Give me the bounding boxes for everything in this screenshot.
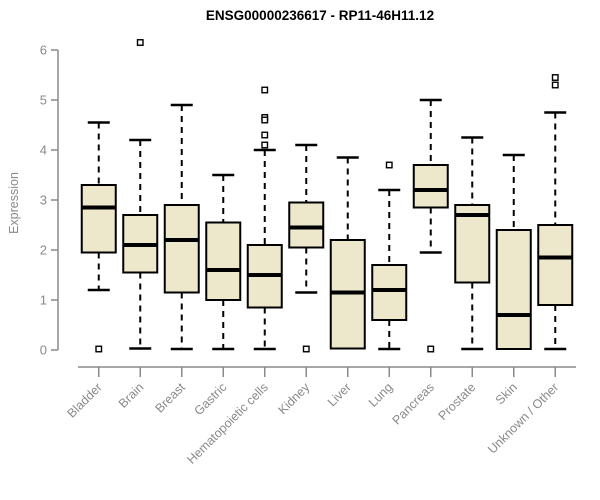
outlier-point <box>302 345 310 353</box>
x-axis-category-label: Prostate <box>436 380 479 423</box>
outlier-point <box>261 116 269 124</box>
x-axis-category-label: Bladder <box>64 380 104 420</box>
box <box>454 204 491 284</box>
y-axis-tick-label: 5 <box>40 93 47 108</box>
x-axis-category-label: Breast <box>152 380 188 416</box>
x-axis-category-label: Unknown / Other <box>485 380 561 456</box>
y-axis-tick-label: 0 <box>40 343 47 358</box>
x-axis-category-label: Pancreas <box>390 380 437 427</box>
x-axis-category-label: Brain <box>116 380 147 411</box>
box <box>371 264 408 321</box>
box <box>537 224 574 306</box>
y-axis-tick-label: 4 <box>40 143 47 158</box>
chart-title: ENSG00000236617 - RP11-46H11.12 <box>205 8 435 23</box>
x-axis-category-label: Lung <box>366 380 396 410</box>
box <box>205 221 242 301</box>
box <box>288 201 325 249</box>
outlier-point <box>427 345 435 353</box>
outlier-point <box>551 81 559 89</box>
y-axis-tick-label: 1 <box>40 293 47 308</box>
outlier-point <box>261 141 269 149</box>
y-axis-tick-label: 3 <box>40 193 47 208</box>
outlier-point <box>385 161 393 169</box>
outlier-point <box>136 39 144 46</box>
x-axis-category-label: Liver <box>325 380 354 409</box>
x-axis-category-label: Kidney <box>275 380 312 417</box>
box <box>163 204 200 294</box>
box <box>80 184 117 254</box>
box <box>495 229 532 350</box>
box <box>412 164 449 209</box>
outlier-point <box>261 86 269 94</box>
x-axis-category-label: Hematopoietic cells <box>184 380 271 467</box>
outlier-point <box>551 74 559 81</box>
x-axis-category-label: Gastric <box>191 380 229 418</box>
outlier-point <box>261 131 269 139</box>
outlier-point <box>95 345 103 353</box>
x-axis-category-label: Skin <box>493 380 520 407</box>
y-axis-tick-label: 6 <box>40 43 47 58</box>
y-axis-tick-label: 2 <box>40 243 47 258</box>
